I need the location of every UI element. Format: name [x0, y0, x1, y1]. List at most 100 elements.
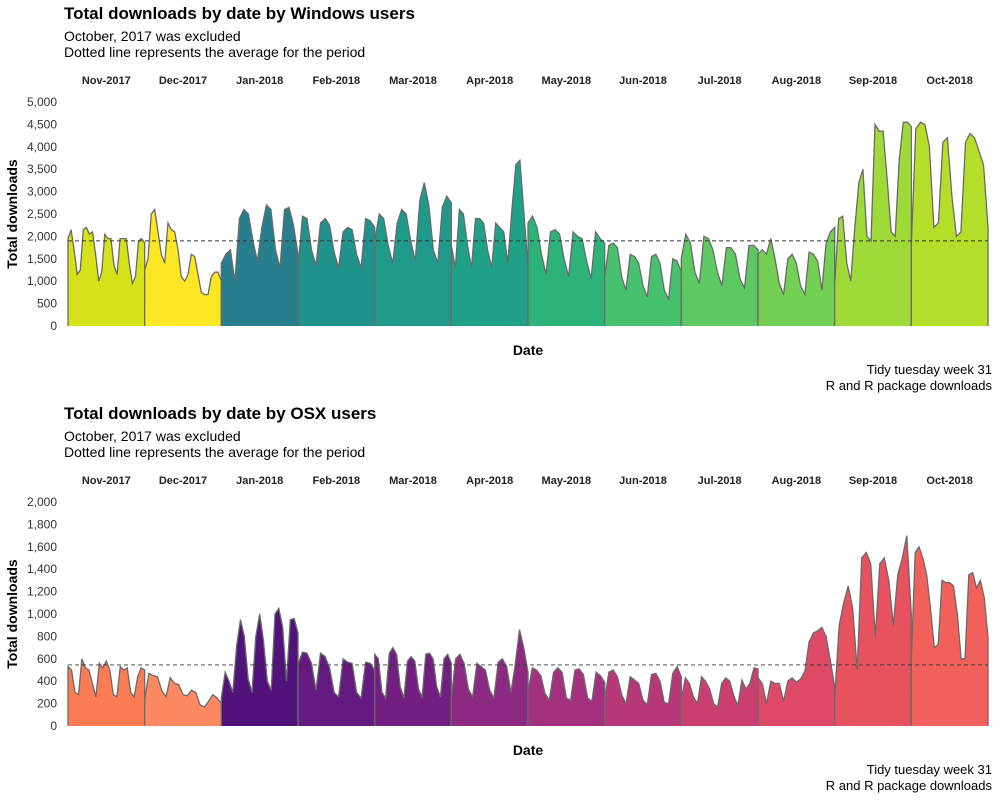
area-fill: [911, 546, 988, 726]
x-axis-title: Date: [513, 742, 544, 758]
area-outline: [527, 666, 606, 727]
area-outline: [374, 646, 452, 727]
area-fill: [911, 122, 988, 326]
facet-may-2018: May-2018: [527, 475, 606, 727]
facet-apr-2018: Apr-2018: [450, 75, 529, 327]
facet-jan-2018: Jan-2018: [220, 75, 299, 327]
area-fill: [144, 673, 222, 726]
facet-may-2018: May-2018: [527, 75, 606, 327]
facet-strip-label: Jun-2018: [619, 475, 667, 487]
facet-strip-label: Feb-2018: [312, 75, 360, 87]
area-fill: [758, 627, 835, 726]
area-outline: [834, 535, 912, 727]
facet-strip-label: Sep-2018: [849, 75, 897, 87]
area-outline: [67, 226, 146, 327]
facet-jun-2018: Jun-2018: [604, 75, 682, 327]
chart-subtitle: October, 2017 was excluded: [64, 28, 241, 44]
facet-strip-label: Feb-2018: [312, 475, 360, 487]
y-tick-label: 400: [37, 674, 57, 688]
y-tick-label: 3,000: [27, 185, 57, 199]
area-outline: [834, 121, 912, 327]
area-fill: [834, 535, 912, 726]
y-tick-label: 1,600: [27, 540, 57, 554]
area-outline: [220, 203, 299, 327]
area-fill: [374, 182, 452, 326]
facet-mar-2018: Mar-2018: [374, 475, 452, 727]
y-tick-label: 600: [37, 652, 57, 666]
area-fill: [528, 216, 605, 326]
facet-apr-2018: Apr-2018: [450, 475, 529, 727]
y-tick-label: 800: [37, 629, 57, 643]
facet-strip-label: Jan-2018: [236, 75, 283, 87]
area-outline: [297, 651, 376, 727]
chart-subtitle: October, 2017 was excluded: [64, 428, 241, 444]
area-outline: [910, 545, 989, 727]
area-outline: [680, 666, 759, 727]
facet-strip-label: Jan-2018: [236, 475, 283, 487]
area-outline: [144, 672, 222, 727]
area-fill: [68, 658, 145, 726]
area-outline: [144, 207, 222, 327]
y-tick-label: 1,800: [27, 517, 57, 531]
area-fill: [221, 608, 298, 726]
area-fill: [451, 160, 528, 326]
facet-strip-label: May-2018: [542, 75, 592, 87]
facet-jun-2018: Jun-2018: [604, 475, 682, 727]
area-fill: [68, 227, 145, 326]
area-fill: [144, 209, 222, 326]
y-tick-label: 1,000: [27, 274, 57, 288]
facet-nov-2017: Nov-2017: [67, 75, 146, 327]
facet-strip-label: Jul-2018: [698, 75, 742, 87]
facet-strip-label: Dec-2017: [159, 475, 207, 487]
facet-strip-label: Aug-2018: [772, 475, 822, 487]
facet-strip-label: Nov-2017: [82, 75, 131, 87]
facet-strip-label: Sep-2018: [849, 475, 897, 487]
area-fill: [528, 667, 605, 726]
y-tick-label: 1,000: [27, 607, 57, 621]
y-axis-title: Total downloads: [4, 159, 20, 269]
y-tick-label: 500: [37, 297, 57, 311]
chart-caption: Tidy tuesday week 31: [866, 762, 992, 777]
area-fill: [604, 666, 682, 726]
facet-oct-2018: Oct-2018: [910, 475, 989, 727]
x-axis-title: Date: [513, 342, 544, 358]
area-fill: [758, 227, 835, 326]
facet-sep-2018: Sep-2018: [834, 75, 912, 327]
facet-sep-2018: Sep-2018: [834, 475, 912, 727]
chart-caption: Tidy tuesday week 31: [866, 362, 992, 377]
facet-aug-2018: Aug-2018: [757, 75, 836, 327]
facet-strip-label: Jun-2018: [619, 75, 667, 87]
chart-subtitle-note: Dotted line represents the average for t…: [64, 44, 366, 60]
chart-subtitle-note: Dotted line represents the average for t…: [64, 444, 366, 460]
facet-strip-label: Oct-2018: [926, 75, 972, 87]
facet-feb-2018: Feb-2018: [297, 475, 376, 727]
chart-caption-source: R and R package downloads: [825, 778, 992, 793]
facet-strip-label: Apr-2018: [466, 475, 513, 487]
facet-dec-2017: Dec-2017: [144, 75, 222, 327]
area-fill: [604, 243, 682, 326]
facet-jan-2018: Jan-2018: [220, 475, 299, 727]
area-outline: [757, 626, 836, 727]
y-tick-label: 4,000: [27, 140, 57, 154]
area-outline: [604, 665, 682, 727]
facet-dec-2017: Dec-2017: [144, 475, 222, 727]
facet-jul-2018: Jul-2018: [680, 475, 759, 727]
y-tick-label: 4,500: [27, 117, 57, 131]
y-tick-label: 200: [37, 697, 57, 711]
facet-strip-label: Mar-2018: [389, 75, 437, 87]
y-tick-label: 1,200: [27, 585, 57, 599]
area-outline: [527, 214, 606, 327]
chart-caption-source: R and R package downloads: [825, 378, 992, 393]
area-fill: [834, 122, 912, 326]
y-tick-label: 5,000: [27, 95, 57, 109]
area-fill: [298, 652, 375, 726]
facet-jul-2018: Jul-2018: [680, 75, 759, 327]
facet-strip-label: May-2018: [542, 475, 592, 487]
y-tick-label: 0: [50, 319, 57, 333]
y-tick-label: 1,400: [27, 562, 57, 576]
y-tick-label: 2,000: [27, 229, 57, 243]
osx-chart-panel: Total downloads by date by OSX users Oct…: [0, 400, 1000, 800]
y-tick-label: 3,500: [27, 162, 57, 176]
y-tick-label: 1,500: [27, 252, 57, 266]
y-tick-label: 0: [50, 719, 57, 733]
